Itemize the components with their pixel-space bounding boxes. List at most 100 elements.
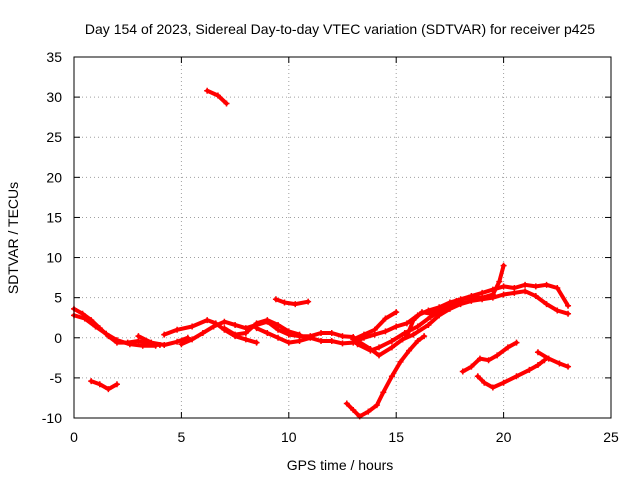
data-point: [532, 293, 539, 300]
data-point: [204, 87, 211, 94]
data-point: [189, 336, 196, 343]
data-point: [328, 337, 335, 344]
data-point: [393, 323, 400, 330]
data-point: [307, 334, 314, 341]
data-point: [494, 352, 501, 359]
data-point: [380, 389, 387, 396]
data-point: [522, 281, 529, 288]
data-point: [534, 349, 541, 356]
y-tick-label: 25: [46, 129, 62, 145]
data-point: [275, 321, 282, 328]
data-point: [371, 326, 378, 333]
data-point: [272, 296, 279, 303]
data-point: [526, 366, 533, 373]
data-point: [285, 328, 292, 335]
data-point: [126, 341, 133, 348]
data-point: [339, 340, 346, 347]
data-point: [135, 333, 142, 340]
series-arc-15: [273, 297, 311, 307]
data-point: [466, 294, 473, 301]
data-point: [476, 355, 483, 362]
data-point: [554, 307, 561, 314]
data-point: [281, 299, 288, 306]
y-tick-label: 0: [54, 330, 62, 346]
data-point: [382, 328, 389, 335]
data-point: [221, 318, 228, 325]
plot-frame: [73, 56, 612, 419]
data-point: [328, 329, 335, 336]
y-tick-label: -10: [42, 410, 62, 426]
data-point: [214, 92, 221, 99]
data-point: [350, 336, 357, 343]
data-point: [388, 373, 395, 380]
data-point: [296, 331, 303, 338]
data-point: [474, 373, 481, 380]
data-point: [403, 333, 410, 340]
data-point: [406, 347, 413, 354]
data-point: [500, 379, 507, 386]
data-point: [81, 315, 88, 322]
data-point: [113, 337, 120, 344]
x-tick-label: 15: [388, 429, 404, 445]
data-point: [232, 331, 239, 338]
x-axis-label: GPS time / hours: [287, 457, 394, 473]
x-tick-label: 10: [281, 429, 297, 445]
data-point: [354, 341, 361, 348]
data-point: [565, 310, 572, 317]
data-point: [376, 352, 383, 359]
data-point: [174, 326, 181, 333]
x-tick-label: 25: [603, 429, 619, 445]
data-point: [343, 400, 350, 407]
data-point: [500, 283, 507, 290]
data-point: [242, 329, 249, 336]
series-arc-18: [536, 350, 570, 369]
data-point: [292, 301, 299, 308]
data-point: [96, 381, 103, 388]
data-point: [457, 297, 464, 304]
data-point: [388, 344, 395, 351]
data-point: [565, 363, 572, 370]
data-point: [139, 342, 146, 349]
data-point: [296, 337, 303, 344]
data-point: [545, 355, 552, 362]
data-point: [393, 309, 400, 316]
series-arc-13: [89, 379, 119, 392]
data-point: [92, 323, 99, 330]
data-point: [513, 339, 520, 346]
grid: [74, 57, 611, 418]
data-point: [556, 360, 563, 367]
data-point: [410, 331, 417, 338]
data-point: [210, 323, 217, 330]
data-point: [532, 283, 539, 290]
data-point: [350, 406, 357, 413]
data-point: [436, 305, 443, 312]
data-point: [496, 278, 503, 285]
data-point: [339, 333, 346, 340]
data-point: [264, 329, 271, 336]
y-tick-label: 35: [46, 49, 62, 65]
x-tick-label: 0: [70, 429, 78, 445]
data-point: [382, 315, 389, 322]
data-point: [88, 378, 95, 385]
data-point: [367, 347, 374, 354]
y-axis-label: SDTVAR / TECUs: [5, 182, 21, 294]
data-point: [459, 368, 466, 375]
data-point: [189, 323, 196, 330]
data-point: [305, 298, 312, 305]
data-point: [504, 344, 511, 351]
data-point: [365, 408, 372, 415]
data-point: [113, 381, 120, 388]
data-point: [500, 291, 507, 298]
data-point: [388, 337, 395, 344]
data-point: [565, 302, 572, 309]
data-point: [489, 384, 496, 391]
series-arc-12: [344, 334, 427, 419]
data-point: [373, 402, 380, 409]
data-point: [485, 357, 492, 364]
data-point: [414, 337, 421, 344]
data-point: [425, 321, 432, 328]
data-point: [543, 301, 550, 308]
data-point: [534, 362, 541, 369]
data-point: [360, 331, 367, 338]
